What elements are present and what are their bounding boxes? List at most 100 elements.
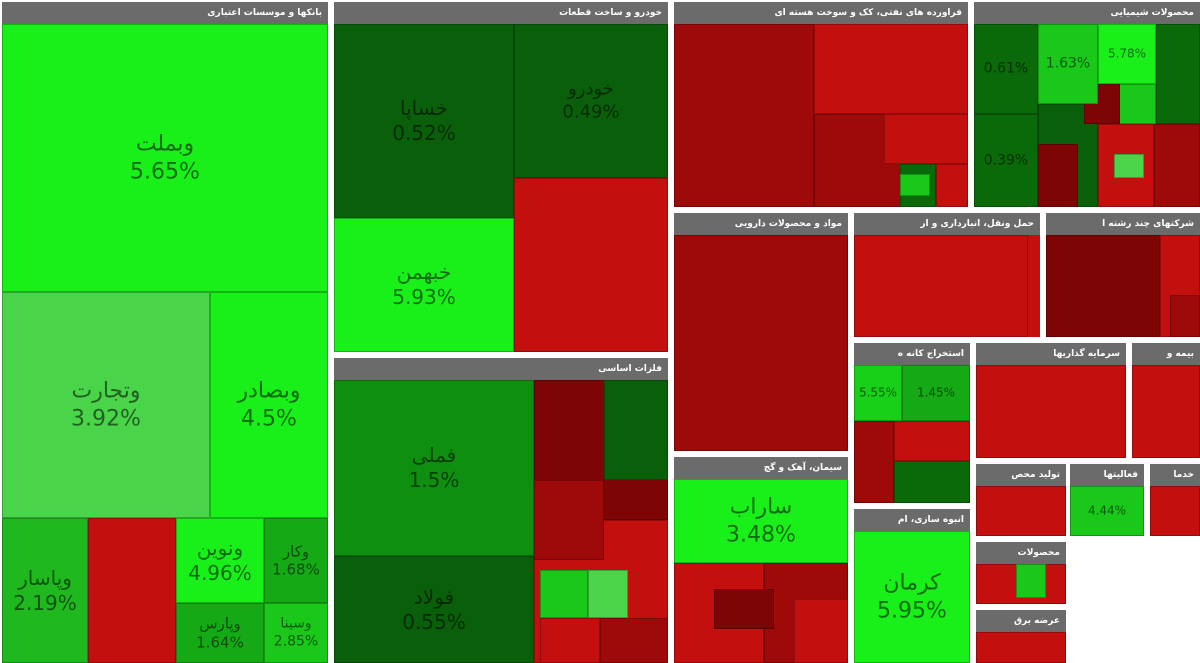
stock-tile[interactable]: [900, 174, 930, 196]
sector-header: عرضه برق: [976, 610, 1066, 632]
stock-change: 4.44%: [1087, 503, 1127, 518]
stock-symbol: فملی: [411, 443, 457, 467]
stock-tile[interactable]: [1038, 144, 1078, 207]
sector-header: بانکها و موسسات اعتباری: [2, 2, 328, 24]
stock-tile[interactable]: [1156, 24, 1200, 124]
sector-header: بیمه و: [1132, 343, 1200, 365]
sector-body: [976, 564, 1066, 604]
stock-change: 1.68%: [272, 560, 320, 579]
sector-body: [976, 365, 1126, 458]
sector-body: [1132, 365, 1200, 458]
sector-header: شرکتهای چند رشته ا: [1046, 213, 1200, 235]
stock-change: 5.78%: [1107, 46, 1147, 61]
stock-tile[interactable]: 1.63%: [1038, 24, 1098, 104]
stock-change: 0.52%: [392, 121, 456, 145]
stock-tile[interactable]: فولاد 0.55%: [334, 556, 534, 663]
stock-change: 5.93%: [392, 285, 456, 309]
stock-symbol: کرمان: [883, 570, 941, 596]
stock-tile[interactable]: [1046, 235, 1160, 337]
stock-change: 0.49%: [562, 101, 620, 122]
stock-tile[interactable]: [540, 570, 588, 618]
stock-tile[interactable]: ونوین 4.96%: [176, 518, 264, 603]
stock-tile[interactable]: [794, 599, 848, 663]
stock-tile[interactable]: [976, 632, 1066, 663]
stock-symbol: وسینا: [280, 615, 312, 632]
stock-change: 4.5%: [241, 406, 297, 431]
stock-tile[interactable]: وبملت 5.65%: [2, 24, 328, 292]
stock-tile[interactable]: وپاسار 2.19%: [2, 518, 88, 663]
stock-tile[interactable]: ساراب 3.48%: [674, 479, 848, 563]
sector-header: انبوه سازی، ام: [854, 509, 970, 531]
stock-tile[interactable]: وکار 1.68%: [264, 518, 328, 603]
stock-tile[interactable]: [1170, 295, 1200, 337]
sector-body: [674, 24, 968, 207]
stock-change: 1.64%: [196, 633, 244, 651]
sector-header: محصولات شیمیایی: [974, 2, 1200, 24]
stock-tile[interactable]: [600, 618, 668, 663]
stock-tile[interactable]: [1154, 124, 1200, 207]
stock-tile[interactable]: وتجارت 3.92%: [2, 292, 210, 518]
stock-tile[interactable]: [534, 480, 604, 560]
stock-tile[interactable]: 0.61%: [974, 24, 1038, 114]
stock-symbol: ساراب: [729, 494, 793, 520]
stock-symbol: وتجارت: [71, 378, 141, 404]
stock-tile[interactable]: 0.39%: [974, 114, 1038, 207]
stock-symbol: خساپا: [400, 96, 448, 120]
stock-symbol: فولاد: [413, 584, 455, 609]
stock-symbol: وپاسار: [18, 565, 72, 590]
sector-body: [854, 235, 1040, 337]
stock-tile[interactable]: خساپا 0.52%: [334, 24, 514, 218]
stock-tile[interactable]: 5.55%: [854, 365, 902, 421]
stock-tile[interactable]: [674, 235, 848, 451]
stock-tile[interactable]: وسینا 2.85%: [264, 603, 328, 663]
stock-tile[interactable]: [514, 178, 668, 352]
sector-header: سرمایه گذاریها: [976, 343, 1126, 365]
stock-symbol: وبصادر: [237, 378, 301, 404]
stock-tile[interactable]: [976, 365, 1126, 458]
stock-symbol: وکار: [282, 541, 310, 560]
sector-body: [1150, 486, 1200, 536]
stock-tile[interactable]: [604, 380, 668, 480]
stock-tile[interactable]: وبصادر 4.5%: [210, 292, 328, 518]
stock-tile[interactable]: [894, 461, 970, 503]
stock-tile[interactable]: [976, 486, 1066, 536]
stock-tile[interactable]: [588, 570, 628, 618]
stock-tile[interactable]: [1150, 486, 1200, 536]
sector-header: سیمان، آهک و گچ: [674, 457, 848, 479]
stock-tile[interactable]: [540, 618, 600, 663]
stock-tile[interactable]: [1114, 154, 1144, 178]
stock-tile[interactable]: 5.78%: [1098, 24, 1156, 84]
stock-tile[interactable]: [814, 24, 968, 114]
sector-header: فراورده های نفتی، کک و سوخت هسته ای: [674, 2, 968, 24]
stock-tile[interactable]: [1132, 365, 1200, 458]
stock-tile[interactable]: [714, 589, 774, 629]
stock-change: 0.39%: [983, 151, 1029, 168]
sector-body: 5.55% 1.45%: [854, 365, 970, 503]
stock-tile[interactable]: خودرو 0.49%: [514, 24, 668, 178]
stock-tile[interactable]: [674, 24, 814, 207]
stock-tile[interactable]: 4.44%: [1070, 486, 1144, 536]
stock-tile[interactable]: کرمان 5.95%: [854, 531, 970, 663]
sector-body: کرمان 5.95%: [854, 531, 970, 663]
sector-header: فعالیتها: [1070, 464, 1144, 486]
stock-tile[interactable]: فملی 1.5%: [334, 380, 534, 556]
stock-tile[interactable]: وپارس 1.64%: [176, 603, 264, 663]
sector-body: 0.61% 1.63% 5.78% 0.39%: [974, 24, 1200, 207]
stock-change: 1.63%: [1045, 55, 1091, 72]
stock-tile[interactable]: خبهمن 5.93%: [334, 218, 514, 352]
stock-tile[interactable]: [1016, 564, 1046, 598]
stock-tile[interactable]: [894, 421, 970, 461]
stock-tile[interactable]: [936, 164, 968, 207]
stock-change: 0.61%: [983, 60, 1029, 77]
stock-change: 2.85%: [273, 633, 319, 649]
sector-body: 4.44%: [1070, 486, 1144, 536]
stock-tile[interactable]: [854, 421, 894, 503]
stock-tile[interactable]: [854, 235, 1028, 337]
sector-header: خودرو و ساخت قطعات: [334, 2, 668, 24]
stock-change: 3.48%: [726, 522, 796, 547]
stock-tile[interactable]: [88, 518, 176, 663]
stock-tile[interactable]: [884, 114, 968, 164]
sector-header: محصولات: [976, 542, 1066, 564]
stock-tile[interactable]: 1.45%: [902, 365, 970, 421]
